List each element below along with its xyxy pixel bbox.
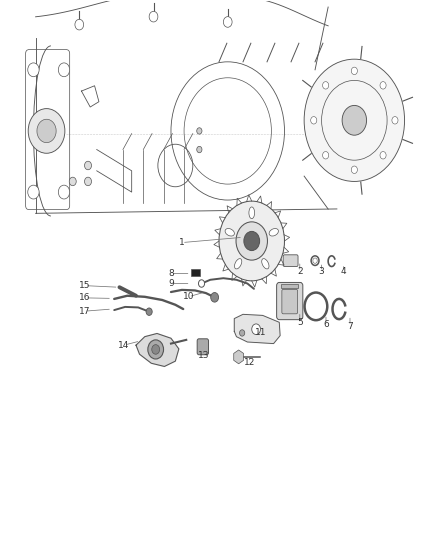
Text: 10: 10 xyxy=(183,292,194,301)
Polygon shape xyxy=(234,314,280,344)
Circle shape xyxy=(69,177,76,185)
Text: 16: 16 xyxy=(79,293,91,302)
Circle shape xyxy=(85,161,92,169)
Circle shape xyxy=(311,117,317,124)
Circle shape xyxy=(351,166,357,173)
Ellipse shape xyxy=(269,229,279,236)
Text: 17: 17 xyxy=(79,306,91,316)
Circle shape xyxy=(311,256,319,265)
Text: 11: 11 xyxy=(255,328,266,337)
Circle shape xyxy=(351,67,357,75)
Ellipse shape xyxy=(262,259,269,269)
Text: 4: 4 xyxy=(341,268,346,276)
Text: 8: 8 xyxy=(168,269,174,278)
Text: 1: 1 xyxy=(179,238,185,247)
Text: 12: 12 xyxy=(244,358,255,367)
Circle shape xyxy=(342,106,367,135)
Bar xyxy=(282,284,298,288)
Circle shape xyxy=(322,151,328,159)
FancyBboxPatch shape xyxy=(197,339,208,355)
Circle shape xyxy=(223,17,232,27)
Circle shape xyxy=(28,109,65,154)
Ellipse shape xyxy=(225,229,234,236)
Circle shape xyxy=(197,128,202,134)
Circle shape xyxy=(148,340,163,359)
Circle shape xyxy=(197,147,202,153)
Circle shape xyxy=(37,119,56,143)
Text: 6: 6 xyxy=(323,320,329,329)
Text: 13: 13 xyxy=(198,351,209,360)
Circle shape xyxy=(149,11,158,22)
Text: 7: 7 xyxy=(347,321,353,330)
Circle shape xyxy=(198,280,205,287)
Circle shape xyxy=(236,222,268,260)
Circle shape xyxy=(252,324,261,335)
Circle shape xyxy=(58,63,70,77)
Ellipse shape xyxy=(234,259,242,269)
Circle shape xyxy=(211,293,219,302)
Circle shape xyxy=(240,330,245,336)
Circle shape xyxy=(304,59,405,181)
Ellipse shape xyxy=(249,207,254,219)
Polygon shape xyxy=(136,334,179,367)
Circle shape xyxy=(152,345,159,354)
Text: 14: 14 xyxy=(118,341,130,350)
Circle shape xyxy=(380,151,386,159)
Circle shape xyxy=(28,185,39,199)
Circle shape xyxy=(322,82,328,89)
Circle shape xyxy=(75,19,84,30)
Circle shape xyxy=(219,201,285,281)
FancyBboxPatch shape xyxy=(283,255,298,266)
Circle shape xyxy=(313,258,317,263)
FancyBboxPatch shape xyxy=(282,289,297,314)
Text: 3: 3 xyxy=(319,268,325,276)
Circle shape xyxy=(146,308,152,316)
Text: 9: 9 xyxy=(168,279,174,288)
Text: 15: 15 xyxy=(79,281,91,290)
Text: 2: 2 xyxy=(297,268,303,276)
Circle shape xyxy=(244,231,260,251)
Text: 5: 5 xyxy=(297,318,303,327)
Circle shape xyxy=(380,82,386,89)
Circle shape xyxy=(58,185,70,199)
Circle shape xyxy=(392,117,398,124)
Bar xyxy=(191,269,200,276)
FancyBboxPatch shape xyxy=(277,282,303,320)
Circle shape xyxy=(28,63,39,77)
Circle shape xyxy=(85,177,92,185)
